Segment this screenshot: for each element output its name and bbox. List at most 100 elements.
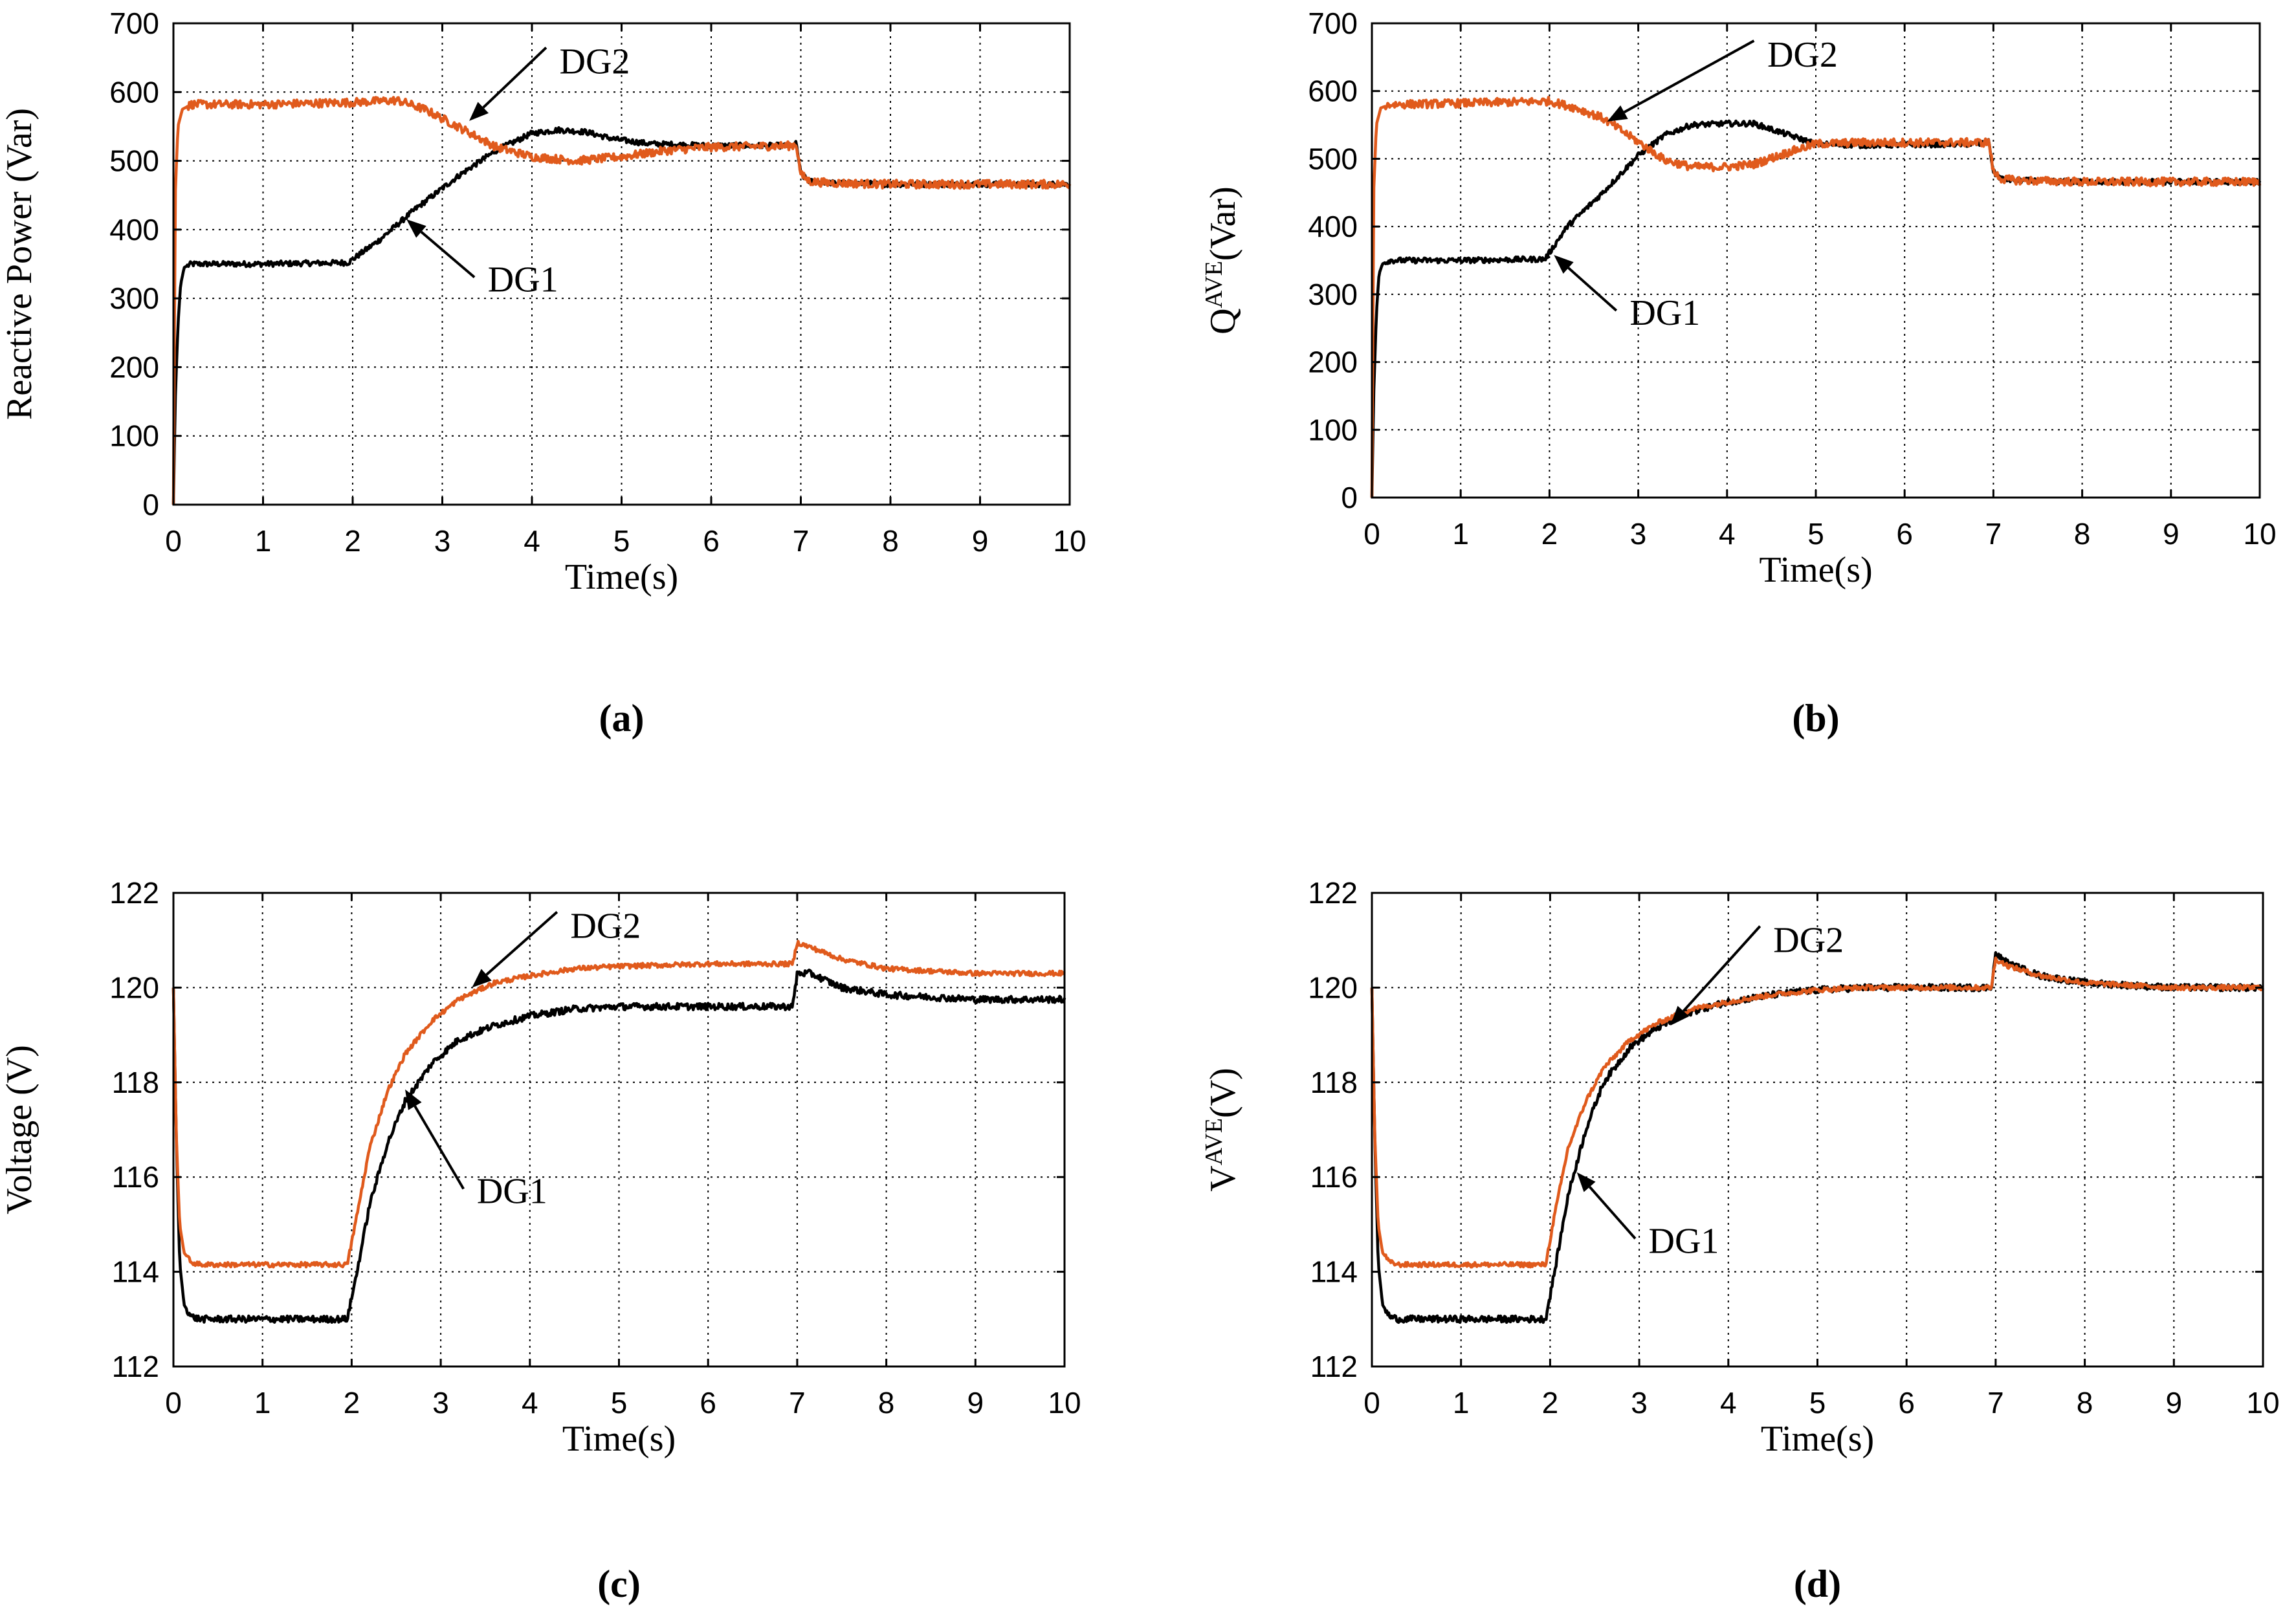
- series-line-dg2: [171, 96, 1072, 505]
- panel-label: (d): [1794, 1563, 1841, 1605]
- y-tick-label: 0: [142, 488, 159, 521]
- x-tick-label: 7: [1987, 1386, 2004, 1420]
- annotation-arrow-head: [1576, 1172, 1596, 1192]
- y-tick-label: 100: [1308, 413, 1358, 446]
- x-tick-label: 3: [432, 1386, 449, 1420]
- y-tick-label: 0: [1341, 481, 1358, 514]
- panel-label: (b): [1792, 697, 1839, 740]
- x-tick-label: 6: [1896, 517, 1913, 551]
- x-tick-label: 8: [878, 1386, 895, 1420]
- annotation-arrow-line: [420, 230, 476, 279]
- y-tick-label: 500: [1308, 142, 1358, 175]
- x-tick-label: 8: [2074, 517, 2091, 551]
- x-tick-label: 10: [1048, 1386, 1081, 1420]
- x-tick-label: 7: [789, 1386, 806, 1420]
- y-tick-label: 120: [109, 971, 159, 1004]
- y-tick-label: 118: [1310, 1066, 1358, 1099]
- x-tick-label: 0: [1363, 1386, 1380, 1420]
- y-tick-label: 118: [112, 1066, 159, 1099]
- x-axis-label: Time(s): [1759, 550, 1872, 590]
- x-tick-label: 7: [1985, 517, 2002, 551]
- annotation-dg1: DG1: [477, 1171, 547, 1211]
- x-axis-label: Time(s): [565, 557, 678, 597]
- x-tick-label: 5: [611, 1386, 628, 1420]
- annotation-arrow-line: [485, 911, 558, 976]
- series-line-dg2: [1370, 96, 2262, 498]
- x-tick-label: 8: [2077, 1386, 2093, 1420]
- y-tick-label: 112: [112, 1350, 159, 1383]
- x-tick-label: 8: [882, 524, 899, 558]
- y-axis-label-suffix: (Var): [1203, 186, 1243, 261]
- chart-panel-1: 0 1 2 3 4 5 6 7 8 9 100100200300400500600700Time(s…: [0, 6, 1087, 740]
- annotation-arrow-head: [1554, 255, 1574, 274]
- annotation-arrow-line: [414, 1105, 465, 1190]
- x-tick-label: 0: [1363, 517, 1380, 551]
- x-tick-label: 9: [967, 1386, 984, 1420]
- x-tick-label: 2: [1542, 1386, 1559, 1420]
- x-axis-label: Time(s): [1761, 1419, 1874, 1459]
- annotation-arrow-head: [1670, 1005, 1690, 1026]
- x-tick-label: 2: [344, 524, 361, 558]
- x-tick-label: 3: [434, 524, 451, 558]
- y-tick-label: 114: [1310, 1255, 1358, 1289]
- x-tick-label: 3: [1630, 517, 1647, 551]
- annotation-arrow-head: [1607, 105, 1628, 122]
- x-tick-label: 4: [1719, 517, 1736, 551]
- x-tick-label: 0: [165, 1386, 182, 1420]
- x-tick-label: 5: [1807, 517, 1824, 551]
- y-tick-label: 400: [1308, 210, 1358, 243]
- y-axis-label-superscript: AVE: [1200, 1118, 1228, 1165]
- y-tick-label: 116: [112, 1160, 159, 1194]
- panel-label: (a): [599, 697, 645, 740]
- y-tick-label: 300: [109, 281, 159, 315]
- annotation-arrow-line: [1567, 267, 1618, 312]
- x-tick-label: 1: [255, 524, 272, 558]
- series-line-dg1: [171, 969, 1066, 1324]
- panel-label: (c): [597, 1563, 641, 1605]
- y-tick-label: 600: [1308, 74, 1358, 108]
- series-line-dg2: [1370, 956, 2264, 1269]
- y-tick-label: 200: [109, 350, 159, 384]
- x-tick-label: 6: [703, 524, 720, 558]
- x-tick-label: 9: [972, 524, 989, 558]
- chart-panel-3: 0 1 2 3 4 5 6 7 8 9 10 112 114 116 118 120 122 Time(s) Vol…: [0, 876, 1081, 1605]
- y-tick-label: 120: [1308, 971, 1358, 1004]
- annotation-arrow-head: [469, 102, 489, 121]
- chart-panel-2: 0 1 2 3 4 5 6 7 8 9 100100200300400500600700Time(s…: [1200, 6, 2277, 740]
- annotation-arrow-head: [405, 1089, 422, 1110]
- y-tick-label: 400: [109, 213, 159, 247]
- annotation-arrow-line: [1589, 1186, 1637, 1240]
- x-tick-label: 7: [793, 524, 810, 558]
- y-tick-label: 700: [109, 6, 159, 40]
- annotation-arrow-line: [1682, 925, 1761, 1013]
- y-tick-label: 700: [1308, 6, 1358, 40]
- y-tick-label: 500: [109, 144, 159, 178]
- x-tick-label: 10: [1053, 524, 1086, 558]
- x-tick-label: 1: [1452, 517, 1469, 551]
- y-axis-label-superscript: AVE: [1200, 261, 1228, 308]
- y-tick-label: 122: [1308, 876, 1358, 910]
- x-tick-label: 2: [1541, 517, 1558, 551]
- annotation-arrow-head: [472, 969, 492, 988]
- x-tick-label: 9: [2163, 517, 2180, 551]
- x-tick-label: 4: [1720, 1386, 1737, 1420]
- annotation-dg2: DG2: [560, 42, 630, 82]
- y-tick-label: 116: [1310, 1160, 1358, 1194]
- x-tick-label: 1: [254, 1386, 271, 1420]
- chart-panel-4: 0 1 2 3 4 5 6 7 8 9 10 112 114 116 118 120 122 Time(s) VAV…: [1200, 876, 2280, 1605]
- x-tick-label: 5: [613, 524, 630, 558]
- x-tick-label: 3: [1631, 1386, 1648, 1420]
- x-tick-label: 4: [522, 1386, 538, 1420]
- series-line-dg1: [1370, 951, 2264, 1324]
- x-tick-label: 0: [165, 524, 182, 558]
- y-tick-label: 200: [1308, 346, 1358, 379]
- annotation-dg2: DG2: [570, 906, 641, 947]
- annotation-dg1: DG1: [1649, 1221, 1719, 1261]
- x-tick-label: 6: [700, 1386, 716, 1420]
- annotation-dg1: DG1: [488, 260, 558, 300]
- x-tick-label: 4: [524, 524, 540, 558]
- y-axis-label: VAVE(V): [1200, 1068, 1243, 1191]
- y-tick-label: 112: [1310, 1350, 1358, 1383]
- y-axis-label-suffix: (V): [1203, 1068, 1243, 1118]
